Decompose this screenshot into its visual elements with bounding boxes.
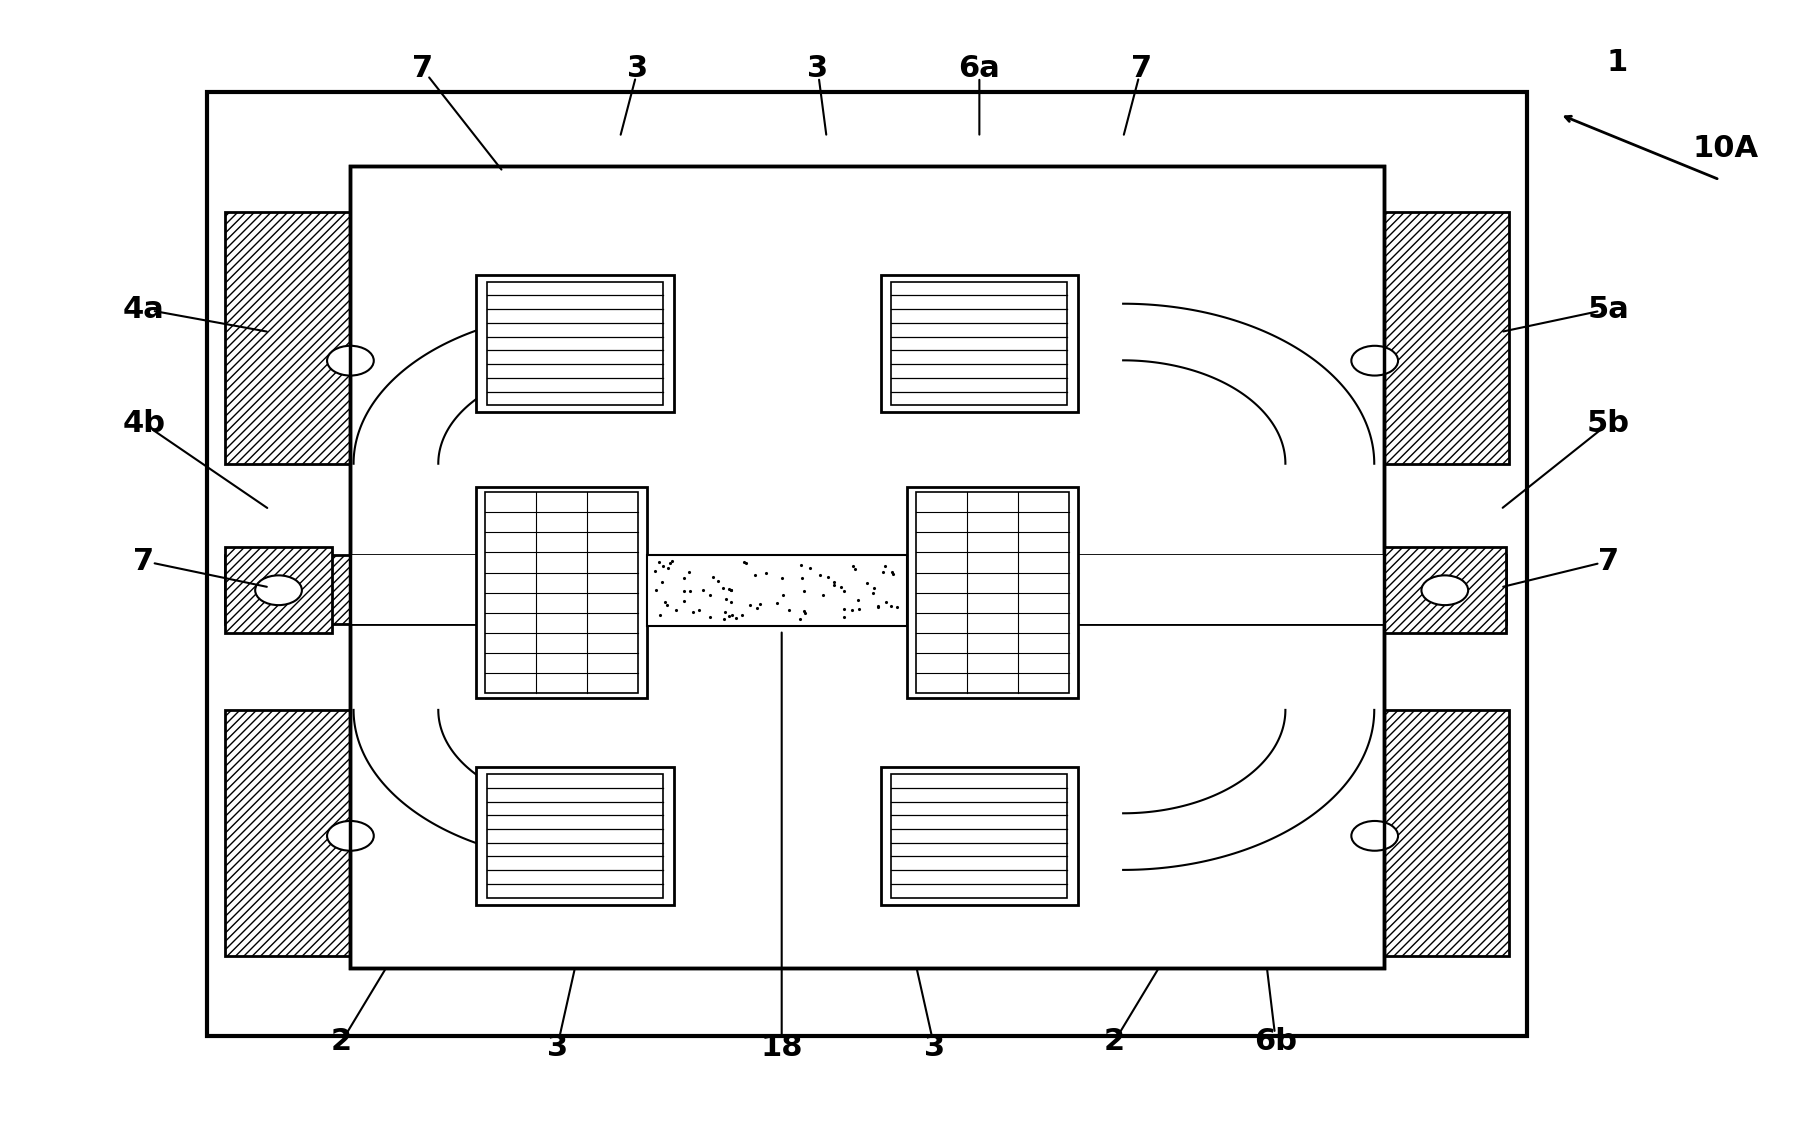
Bar <box>891 774 1067 898</box>
Bar <box>916 492 1069 693</box>
Circle shape <box>1421 576 1468 605</box>
Bar <box>476 487 647 698</box>
Text: 10A: 10A <box>1693 134 1757 164</box>
Text: 7: 7 <box>1598 546 1619 576</box>
Text: 5a: 5a <box>1587 294 1630 324</box>
Bar <box>350 166 1384 968</box>
Circle shape <box>255 576 302 605</box>
Text: 6a: 6a <box>958 54 1001 84</box>
Text: 2: 2 <box>1103 1027 1125 1057</box>
Bar <box>881 767 1078 905</box>
Bar <box>225 710 593 956</box>
Bar <box>487 282 663 405</box>
Bar <box>225 555 1506 624</box>
Text: 1: 1 <box>1607 48 1628 78</box>
Text: 3: 3 <box>807 54 828 84</box>
Bar <box>207 92 1527 1036</box>
Text: 3: 3 <box>546 1033 568 1063</box>
Bar <box>1123 710 1509 956</box>
Bar <box>225 212 593 464</box>
Text: 2: 2 <box>331 1027 352 1057</box>
Bar <box>1384 547 1506 633</box>
Bar <box>350 166 1384 968</box>
Text: 7: 7 <box>412 54 433 84</box>
Bar <box>476 767 674 905</box>
Text: 7: 7 <box>1130 54 1152 84</box>
Text: 3: 3 <box>924 1033 945 1063</box>
Bar <box>647 555 907 626</box>
Text: 7: 7 <box>133 546 155 576</box>
Bar <box>487 774 663 898</box>
Bar <box>891 282 1067 405</box>
Text: 18: 18 <box>760 1033 803 1063</box>
Text: 3: 3 <box>627 54 649 84</box>
Text: 6b: 6b <box>1254 1027 1297 1057</box>
Bar <box>907 487 1078 698</box>
Text: 4a: 4a <box>122 294 165 324</box>
Circle shape <box>1351 821 1398 851</box>
Circle shape <box>1351 346 1398 376</box>
Text: 5b: 5b <box>1587 409 1630 439</box>
Bar <box>225 547 332 633</box>
Bar <box>476 275 674 412</box>
Text: 4b: 4b <box>122 409 165 439</box>
Bar <box>350 555 1384 624</box>
Bar <box>485 492 638 693</box>
Bar <box>1123 212 1509 464</box>
Circle shape <box>327 346 374 376</box>
Bar <box>881 275 1078 412</box>
Circle shape <box>327 821 374 851</box>
